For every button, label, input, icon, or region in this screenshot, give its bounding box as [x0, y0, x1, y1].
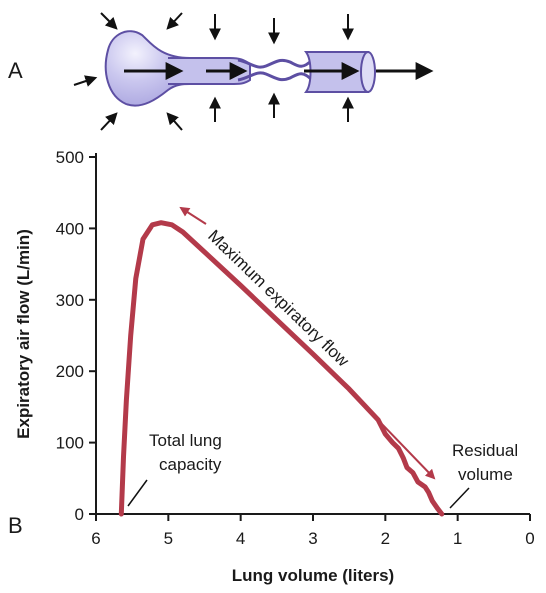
x-tick-label: 1 [453, 529, 462, 548]
max-flow-direction-arrow-up [179, 206, 207, 225]
y-tick-label: 400 [56, 219, 84, 238]
panel-a: A [8, 12, 434, 131]
x-tick-label: 5 [164, 529, 173, 548]
collapsed-airway-bottom [237, 71, 314, 82]
flow-volume-curve [118, 220, 445, 517]
y-axis-title: Expiratory air flow (L/min) [14, 229, 33, 439]
x-axis-title: Lung volume (liters) [232, 566, 394, 585]
x-tick-label: 0 [525, 529, 534, 548]
panel-b: B 0 100 200 300 400 500 6 5 4 3 2 1 0 Expiratory ai… [8, 148, 535, 585]
total-lung-capacity-label-line2: capacity [159, 455, 222, 474]
x-tick-label: 3 [308, 529, 317, 548]
y-tick-label: 100 [56, 434, 84, 453]
airway-diagram-icon [104, 30, 434, 107]
residual-volume-label-line2: volume [458, 465, 513, 484]
x-tick-label: 4 [236, 529, 245, 548]
x-tick-label: 6 [91, 529, 100, 548]
y-tick-label: 500 [56, 148, 84, 167]
collapsed-airway-top [237, 58, 314, 69]
airway-opening [360, 51, 376, 93]
compression-arrows-icon [73, 12, 354, 131]
y-tick-label: 200 [56, 362, 84, 381]
max-expiratory-flow-label: Maximum expiratory flow [204, 226, 353, 371]
alveolus-bulb [104, 30, 191, 107]
residual-volume-leader [449, 487, 470, 509]
total-lung-capacity-leader [127, 479, 148, 507]
residual-volume-label-line1: Residual [452, 441, 518, 460]
x-axis-ticks: 6 5 4 3 2 1 0 [91, 514, 535, 548]
total-lung-capacity-label-line1: Total lung [149, 431, 222, 450]
y-axis-ticks: 0 100 200 300 400 500 [56, 148, 96, 524]
y-tick-label: 0 [75, 505, 84, 524]
panel-a-label: A [8, 58, 23, 83]
max-flow-direction-arrow-down [377, 419, 436, 480]
x-tick-label: 2 [381, 529, 390, 548]
y-tick-label: 300 [56, 291, 84, 310]
panel-b-label: B [8, 513, 23, 538]
